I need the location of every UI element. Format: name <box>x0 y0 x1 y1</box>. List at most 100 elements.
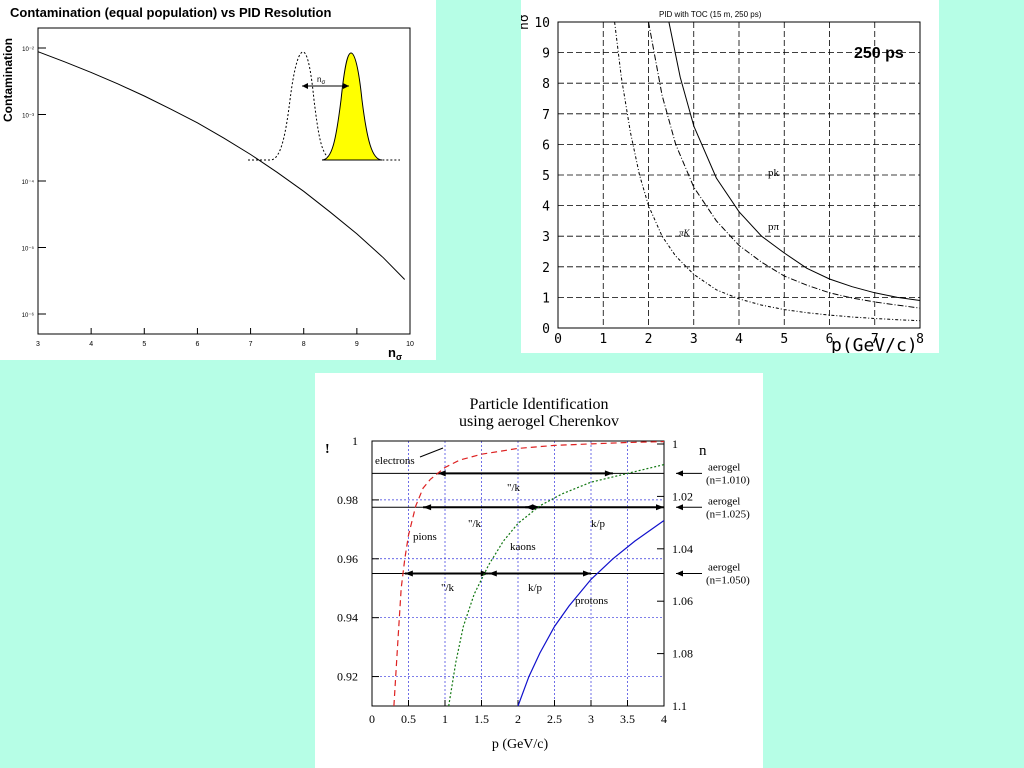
threshold-arrow-head <box>676 570 683 577</box>
series-line-electrons <box>393 441 665 707</box>
y-tick-label-left: 0.98 <box>337 493 358 507</box>
chart-title: PID with TOC (15 m, 250 ps) <box>659 10 762 19</box>
series-line-kaons <box>448 464 665 707</box>
annotation-kaons: kaons <box>510 541 536 553</box>
threshold-arrow-head <box>676 470 683 477</box>
y-tick-label: 7 <box>542 108 550 123</box>
y-tick-label-left: 0.94 <box>337 611 358 625</box>
y-tick-label-right: 1.1 <box>672 699 687 713</box>
y-tick-label: 10⁻³ <box>22 114 34 120</box>
y-axis-label: nσ <box>521 14 532 30</box>
contamination-chart: Contamination (equal population) vs PID … <box>1 5 414 360</box>
x-tick-label: 0 <box>369 712 375 726</box>
series-label-pik: πK <box>679 228 691 238</box>
filled-gaussian <box>321 52 383 161</box>
series-lines <box>393 441 665 707</box>
y-tick-label-left: 1 <box>352 434 358 448</box>
x-tick-label: 7 <box>249 341 253 348</box>
annotation-electrons: electrons <box>375 455 415 467</box>
series-line-protons <box>517 520 665 707</box>
resolution-annotation: 250 ps <box>854 45 904 62</box>
chart-subtitle: using aerogel Cherenkov <box>459 413 619 430</box>
y-tick-label: 10⁻⁴ <box>22 179 35 186</box>
x-tick-label: 3 <box>690 332 698 347</box>
x-tick-label: 6 <box>195 341 199 348</box>
x-axis-label: nσ <box>388 345 402 360</box>
y-tick-label: 10⁻² <box>22 47 34 53</box>
x-tick-label: 4 <box>661 712 667 726</box>
annotation-pions: pions <box>413 531 437 543</box>
x-tick-label: 2 <box>645 332 653 347</box>
threshold-label-n: (n=1.025) <box>706 508 750 520</box>
x-axis-label: p(GeV/c) <box>831 335 918 353</box>
x-tick-label: 4 <box>735 332 743 347</box>
aerogel-chart: Particle Identification using aerogel Ch… <box>325 396 750 752</box>
annotation-k-p-1: k/p <box>591 518 606 530</box>
axis-ticks: 0 0.5 1 1.5 2 2.5 3 3.5 4 1 0.98 0.96 0.94 0.92 1 1.02 1… <box>337 434 693 726</box>
y-tick-label: 5 <box>542 169 550 184</box>
series-label-pk: pk <box>768 167 780 179</box>
x-tick-label: 7 <box>871 332 879 347</box>
x-tick-label: 2.5 <box>547 712 562 726</box>
contamination-curve <box>37 51 406 280</box>
y-tick-label-left: 0.92 <box>337 670 358 684</box>
x-tick-label: 5 <box>142 341 146 348</box>
threshold-lines: aerogel(n=1.010)aerogel(n=1.025)aerogel(… <box>372 461 750 587</box>
x-tick-label: 1 <box>599 332 607 347</box>
y-axis-left-label: ! <box>325 442 330 457</box>
annotation-pi-k-3: "/k <box>441 582 455 594</box>
toc-pid-chart-panel: PID with TOC (15 m, 250 ps) 0 1 2 3 4 5 6 7 8 0 1 2… <box>521 0 939 353</box>
x-tick-label: 0.5 <box>401 712 416 726</box>
x-tick-label: 8 <box>916 332 924 347</box>
inset-label: nσ <box>317 75 325 86</box>
series-label-ppi: pπ <box>768 221 780 233</box>
chart-title: Contamination (equal population) vs PID … <box>10 5 331 20</box>
x-tick-label: 5 <box>780 332 788 347</box>
y-tick-label: 8 <box>542 77 550 92</box>
gaussian-inset: nσ <box>248 51 400 161</box>
y-tick-label: 10 <box>534 16 550 31</box>
toc-pid-chart: PID with TOC (15 m, 250 ps) 0 1 2 3 4 5 6 7 8 0 1 2… <box>521 10 924 353</box>
series-line-pπ <box>648 21 921 309</box>
x-tick-label: 3 <box>36 341 40 348</box>
x-tick-label: 6 <box>826 332 834 347</box>
annotation-pi-k-1: "/k <box>507 482 521 494</box>
y-tick-label: 6 <box>542 138 550 153</box>
series-line-pk <box>668 21 921 301</box>
threshold-label-n: (n=1.010) <box>706 474 750 486</box>
x-tick-label: 1 <box>442 712 448 726</box>
x-tick-label: 8 <box>302 341 306 348</box>
annotation-k-p-2: k/p <box>528 582 543 594</box>
x-tick-label: 3.5 <box>620 712 635 726</box>
annotation-pi-k-2: "/k <box>468 518 482 530</box>
x-tick-label: 0 <box>554 332 562 347</box>
dashed-gaussian <box>248 51 400 161</box>
y-tick-label: 1 <box>542 291 550 306</box>
contamination-chart-panel: Contamination (equal population) vs PID … <box>0 0 436 360</box>
x-tick-label: 10 <box>406 341 414 348</box>
x-tick-label: 9 <box>355 341 359 348</box>
y-tick-label: 10⁻⁵ <box>22 246 35 253</box>
threshold-arrow-head <box>676 504 683 511</box>
y-tick-label-right: 1 <box>672 437 678 451</box>
y-tick-label: 4 <box>542 200 550 215</box>
y-axis-label: Contamination <box>1 38 15 122</box>
y-tick-label-right: 1.08 <box>672 647 693 661</box>
threshold-label: aerogel <box>708 562 740 574</box>
plot-frame <box>557 21 921 329</box>
y-tick-label: 10⁻⁶ <box>22 312 35 319</box>
aerogel-chart-panel: Particle Identification using aerogel Ch… <box>315 373 763 768</box>
series-line-πK <box>614 21 921 322</box>
y-tick-label: 9 <box>542 47 550 62</box>
axis-ticks: 3 4 5 6 7 8 9 10 10⁻² 10⁻³ 10⁻⁴ 10⁻⁵ 10⁻⁶ <box>22 47 414 348</box>
grid <box>557 21 921 329</box>
y-tick-label: 2 <box>542 261 550 276</box>
y-axis-right-label: n <box>699 443 707 459</box>
electrons-pointer <box>419 447 444 458</box>
y-tick-label-right: 1.06 <box>672 594 693 608</box>
y-tick-label: 0 <box>542 322 550 337</box>
x-axis-label: p (GeV/c) <box>492 737 549 752</box>
threshold-label: aerogel <box>708 461 740 473</box>
axis-ticks: 0 1 2 3 4 5 6 7 8 0 1 2 3 4 5 6 7 8 9 10 <box>534 16 924 347</box>
chart-title: Particle Identification <box>469 396 608 413</box>
